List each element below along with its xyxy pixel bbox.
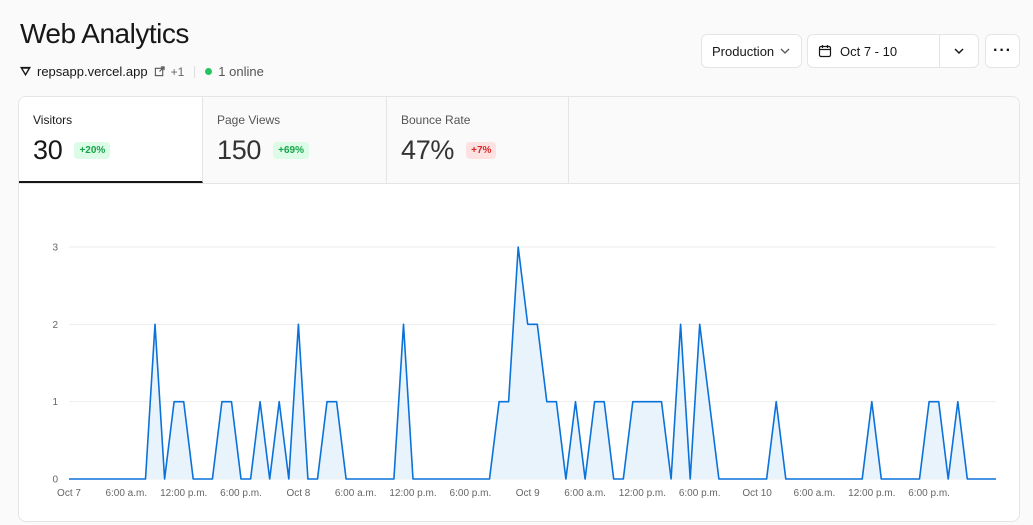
tab-bounce-rate[interactable]: Bounce Rate 47% +7% — [387, 97, 569, 183]
x-tick-label: 6:00 a.m. — [335, 488, 377, 499]
project-url-link[interactable]: repsapp.vercel.app — [37, 64, 148, 79]
x-tick-label: 6:00 p.m. — [908, 488, 950, 499]
x-tick-label: 6:00 p.m. — [220, 488, 262, 499]
x-tick-label: 12:00 p.m. — [160, 488, 207, 499]
chevron-down-icon — [954, 48, 964, 55]
x-tick-label: Oct 10 — [742, 488, 772, 499]
analytics-card: Visitors 30 +20% Page Views 150 +69% Bou… — [18, 96, 1020, 522]
x-tick-label: Oct 7 — [57, 488, 81, 499]
series-line — [69, 246, 996, 480]
y-tick-label: 1 — [52, 397, 58, 408]
x-tick-label: 6:00 p.m. — [450, 488, 492, 499]
x-tick-label: 12:00 p.m. — [389, 488, 436, 499]
metric-tabs: Visitors 30 +20% Page Views 150 +69% Bou… — [19, 97, 1019, 184]
date-range-dropdown-button[interactable] — [939, 35, 978, 67]
series-area — [69, 247, 996, 479]
date-range-label: Oct 7 - 10 — [840, 43, 898, 59]
metric-value: 47% — [401, 135, 455, 165]
y-tick-label: 2 — [52, 320, 58, 331]
x-tick-label: 12:00 p.m. — [619, 488, 666, 499]
calendar-icon — [818, 45, 832, 58]
x-tick-label: 12:00 p.m. — [848, 488, 895, 499]
more-icon: ··· — [993, 42, 1012, 59]
tab-visitors[interactable]: Visitors 30 +20% — [19, 97, 203, 183]
environment-label: Production — [712, 43, 775, 59]
x-tick-label: 6:00 a.m. — [105, 488, 147, 499]
y-tick-label: 3 — [52, 243, 58, 254]
x-tick-label: 6:00 a.m. — [794, 488, 836, 499]
divider — [194, 65, 196, 78]
extra-domains-count[interactable]: +1 — [170, 64, 185, 79]
metric-label: Bounce Rate — [401, 113, 471, 127]
x-tick-label: Oct 8 — [286, 488, 310, 499]
external-link-icon[interactable] — [154, 66, 165, 77]
tab-page-views[interactable]: Page Views 150 +69% — [203, 97, 387, 183]
x-tick-label: 6:00 p.m. — [679, 488, 721, 499]
x-tick-label: Oct 9 — [516, 488, 540, 499]
metric-value: 150 — [217, 135, 262, 165]
date-range-picker[interactable]: Oct 7 - 10 — [807, 34, 979, 68]
y-tick-label: 0 — [52, 475, 58, 486]
more-options-button[interactable]: ··· — [985, 34, 1020, 68]
metric-value: 30 — [33, 135, 63, 165]
metric-label: Visitors — [33, 113, 73, 127]
visitors-chart: 0 1 2 3 Oct 7 6:00 a.m. 12:00 p.m. 6:00 p.m. Oct… — [52, 243, 996, 499]
environment-select[interactable]: Production — [701, 34, 802, 68]
metric-label: Page Views — [217, 113, 281, 127]
chevron-down-icon — [780, 48, 790, 54]
change-badge: +20% — [74, 142, 111, 159]
page-title: Web Analytics — [20, 18, 189, 49]
change-badge: +7% — [466, 142, 497, 159]
project-info: repsapp.vercel.app +1 1 online — [20, 64, 264, 79]
online-status: 1 online — [218, 64, 264, 79]
online-indicator-icon — [205, 68, 213, 75]
vercel-logo-icon — [20, 66, 31, 77]
x-tick-label: 6:00 a.m. — [564, 488, 606, 499]
change-badge: +69% — [273, 142, 310, 159]
